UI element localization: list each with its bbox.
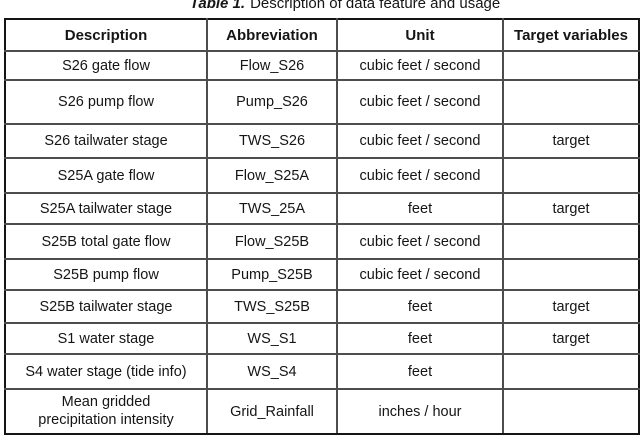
table-row: S25A gate flow Flow_S25A cubic feet / se… (4, 157, 640, 194)
table-row: Mean gridded precipitation intensity Gri… (4, 388, 640, 435)
table-row: S25B tailwater stage TWS_S25B feet targe… (4, 289, 640, 324)
table-cell-target (502, 157, 640, 194)
table-cell-abbreviation: TWS_25A (206, 192, 338, 225)
table-cell-unit: cubic feet / second (336, 79, 504, 125)
table-cell-unit: cubic feet / second (336, 223, 504, 260)
table-row: S25B total gate flow Flow_S25B cubic fee… (4, 223, 640, 260)
table-cell-target (502, 388, 640, 435)
table-cell-description: S25A gate flow (4, 157, 208, 194)
table-row: S25A tailwater stage TWS_25A feet target (4, 192, 640, 225)
table-cell-description: S25B pump flow (4, 258, 208, 291)
table-cell-target: target (502, 192, 640, 225)
table-cell-unit: feet (336, 353, 504, 390)
column-header-target-variables: Target variables (502, 18, 640, 52)
table-cell-description: S4 water stage (tide info) (4, 353, 208, 390)
table-cell-unit: feet (336, 192, 504, 225)
column-header-unit: Unit (336, 18, 504, 52)
table-cell-target (502, 79, 640, 125)
table-cell-unit: cubic feet / second (336, 258, 504, 291)
table-header-row: Description Abbreviation Unit Target var… (4, 18, 640, 52)
table-cell-target (502, 223, 640, 260)
table-cell-abbreviation: WS_S4 (206, 353, 338, 390)
table-cell-abbreviation: WS_S1 (206, 322, 338, 355)
table-cell-abbreviation: Flow_S26 (206, 50, 338, 81)
column-header-abbreviation: Abbreviation (206, 18, 338, 52)
table-caption-text: Description of data feature and usage (250, 0, 501, 12)
table-caption-label: Table 1. (189, 0, 246, 12)
table-cell-unit: inches / hour (336, 388, 504, 435)
table-cell-abbreviation: TWS_S26 (206, 123, 338, 159)
table-caption: Table 1. Description of data feature and … (25, 0, 640, 12)
table-cell-abbreviation: Flow_S25A (206, 157, 338, 194)
table-cell-description: S25B tailwater stage (4, 289, 208, 324)
table-row: S25B pump flow Pump_S25B cubic feet / se… (4, 258, 640, 291)
table-cell-description: S1 water stage (4, 322, 208, 355)
table-cell-target: target (502, 289, 640, 324)
table-cell-description: S26 pump flow (4, 79, 208, 125)
table-cell-target: target (502, 123, 640, 159)
table-cell-target (502, 353, 640, 390)
table-cell-description: S25B total gate flow (4, 223, 208, 260)
table-row: S26 pump flow Pump_S26 cubic feet / seco… (4, 79, 640, 125)
table-cell-description: Mean gridded precipitation intensity (4, 388, 208, 435)
data-table: Description Abbreviation Unit Target var… (4, 18, 640, 435)
table-cell-description: S26 tailwater stage (4, 123, 208, 159)
table-cell-abbreviation: Pump_S25B (206, 258, 338, 291)
table-row: S1 water stage WS_S1 feet target (4, 322, 640, 355)
table-cell-unit: feet (336, 289, 504, 324)
table-cell-abbreviation: TWS_S25B (206, 289, 338, 324)
table-cell-target (502, 258, 640, 291)
table-cell-target: target (502, 322, 640, 355)
table-cell-unit: cubic feet / second (336, 123, 504, 159)
table-cell-unit: feet (336, 322, 504, 355)
table-cell-target (502, 50, 640, 81)
table-cell-unit: cubic feet / second (336, 157, 504, 194)
column-header-description: Description (4, 18, 208, 52)
table-row: S26 gate flow Flow_S26 cubic feet / seco… (4, 50, 640, 81)
table-row: S26 tailwater stage TWS_S26 cubic feet /… (4, 123, 640, 159)
table-cell-description: S25A tailwater stage (4, 192, 208, 225)
table-row: S4 water stage (tide info) WS_S4 feet (4, 353, 640, 390)
table-cell-abbreviation: Grid_Rainfall (206, 388, 338, 435)
table-cell-abbreviation: Pump_S26 (206, 79, 338, 125)
table-cell-abbreviation: Flow_S25B (206, 223, 338, 260)
table-cell-description: S26 gate flow (4, 50, 208, 81)
table-cell-unit: cubic feet / second (336, 50, 504, 81)
